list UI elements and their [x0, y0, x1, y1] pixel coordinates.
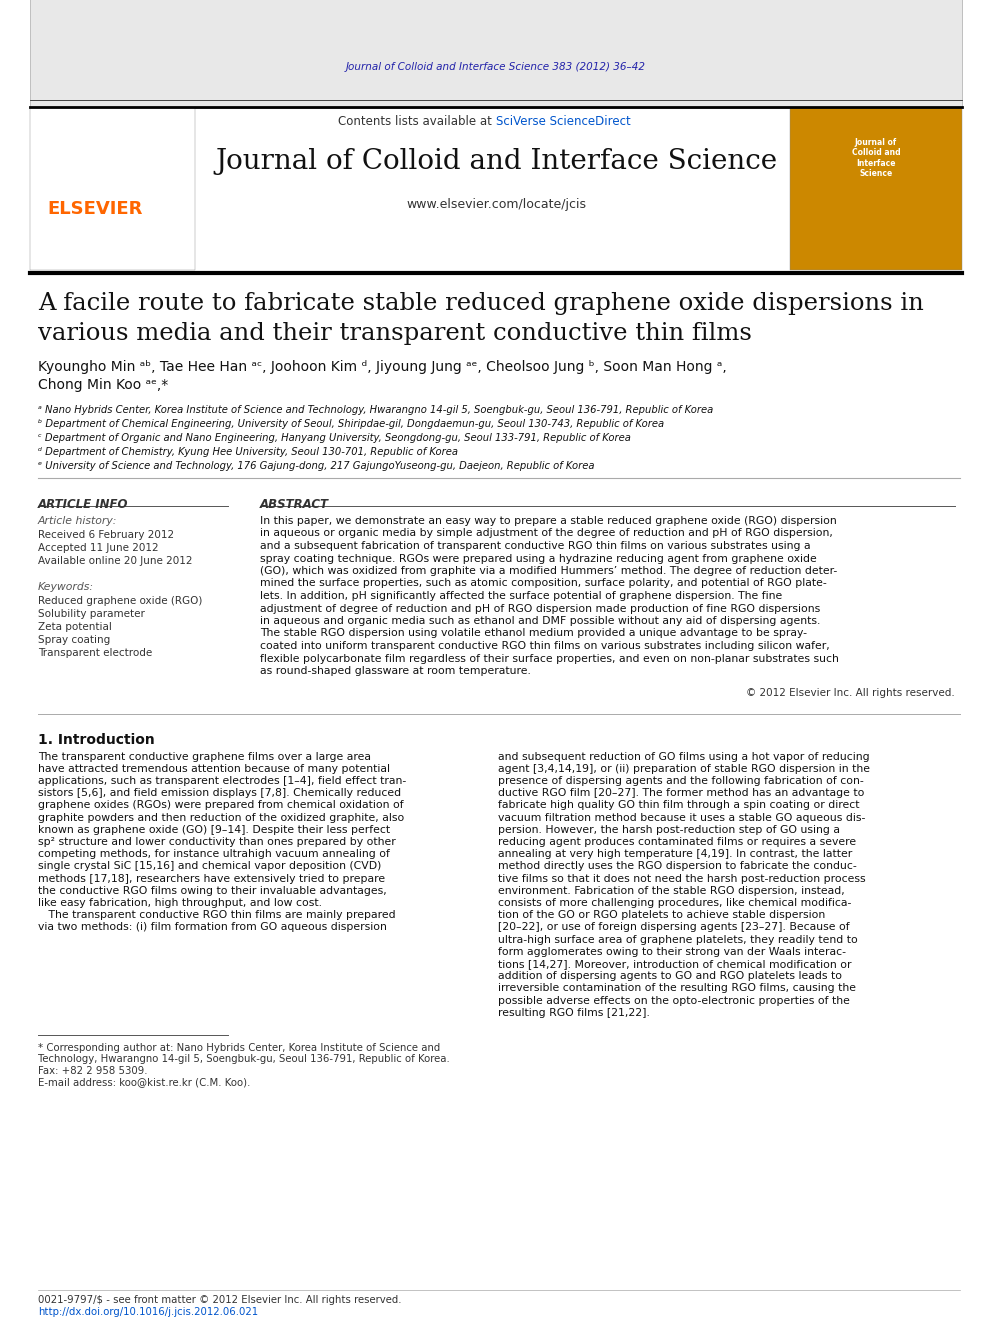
Bar [30, 0, 962, 108]
Text: spray coating technique. RGOs were prepared using a hydrazine reducing agent fro: spray coating technique. RGOs were prepa… [260, 553, 816, 564]
Text: © 2012 Elsevier Inc. All rights reserved.: © 2012 Elsevier Inc. All rights reserved… [746, 688, 955, 699]
Text: annealing at very high temperature [4,19]. In contrast, the latter: annealing at very high temperature [4,19… [498, 849, 852, 859]
Text: Reduced graphene oxide (RGO): Reduced graphene oxide (RGO) [38, 595, 202, 606]
Text: applications, such as transparent electrodes [1–4], field effect tran-: applications, such as transparent electr… [38, 775, 407, 786]
Text: ᵇ Department of Chemical Engineering, University of Seoul, Shiripdae-gil, Dongda: ᵇ Department of Chemical Engineering, Un… [38, 419, 664, 429]
Text: and a subsequent fabrication of transparent conductive RGO thin films on various: and a subsequent fabrication of transpar… [260, 541, 810, 550]
Text: In this paper, we demonstrate an easy way to prepare a stable reduced graphene o: In this paper, we demonstrate an easy wa… [260, 516, 836, 527]
Text: vacuum filtration method because it uses a stable GO aqueous dis-: vacuum filtration method because it uses… [498, 812, 865, 823]
Text: tions [14,27]. Moreover, introduction of chemical modification or: tions [14,27]. Moreover, introduction of… [498, 959, 851, 968]
Text: Solubility parameter: Solubility parameter [38, 609, 145, 619]
Text: adjustment of degree of reduction and pH of RGO dispersion made production of fi: adjustment of degree of reduction and pH… [260, 603, 820, 614]
Bar [790, 108, 962, 270]
Text: various media and their transparent conductive thin films: various media and their transparent cond… [38, 321, 752, 345]
Text: coated into uniform transparent conductive RGO thin films on various substrates : coated into uniform transparent conducti… [260, 642, 829, 651]
Text: single crystal SiC [15,16] and chemical vapor deposition (CVD): single crystal SiC [15,16] and chemical … [38, 861, 381, 872]
Text: addition of dispersing agents to GO and RGO platelets leads to: addition of dispersing agents to GO and … [498, 971, 842, 982]
Text: Keywords:: Keywords: [38, 582, 94, 591]
Text: agent [3,4,14,19], or (ii) preparation of stable RGO dispersion in the: agent [3,4,14,19], or (ii) preparation o… [498, 763, 870, 774]
Text: Kyoungho Min ᵃᵇ, Tae Hee Han ᵃᶜ, Joohoon Kim ᵈ, Jiyoung Jung ᵃᵉ, Cheolsoo Jung ᵇ: Kyoungho Min ᵃᵇ, Tae Hee Han ᵃᶜ, Joohoon… [38, 360, 727, 374]
Text: lets. In addition, pH significantly affected the surface potential of graphene d: lets. In addition, pH significantly affe… [260, 591, 783, 601]
Text: ultra-high surface area of graphene platelets, they readily tend to: ultra-high surface area of graphene plat… [498, 934, 858, 945]
Text: presence of dispersing agents and the following fabrication of con-: presence of dispersing agents and the fo… [498, 775, 864, 786]
Text: methods [17,18], researchers have extensively tried to prepare: methods [17,18], researchers have extens… [38, 873, 385, 884]
Text: Received 6 February 2012: Received 6 February 2012 [38, 531, 175, 540]
Text: in aqueous or organic media by simple adjustment of the degree of reduction and : in aqueous or organic media by simple ad… [260, 528, 833, 538]
Text: environment. Fabrication of the stable RGO dispersion, instead,: environment. Fabrication of the stable R… [498, 885, 845, 896]
Text: the conductive RGO films owing to their invaluable advantages,: the conductive RGO films owing to their … [38, 885, 387, 896]
Text: Technology, Hwarangno 14-gil 5, Soengbuk-gu, Seoul 136-791, Republic of Korea.: Technology, Hwarangno 14-gil 5, Soengbuk… [38, 1054, 449, 1065]
Text: resulting RGO films [21,22].: resulting RGO films [21,22]. [498, 1008, 650, 1017]
Text: via two methods: (i) film formation from GO aqueous dispersion: via two methods: (i) film formation from… [38, 922, 387, 933]
Text: Available online 20 June 2012: Available online 20 June 2012 [38, 556, 192, 566]
Text: have attracted tremendous attention because of many potential: have attracted tremendous attention beca… [38, 763, 390, 774]
Text: [20–22], or use of foreign dispersing agents [23–27]. Because of: [20–22], or use of foreign dispersing ag… [498, 922, 849, 933]
Text: mined the surface properties, such as atomic composition, surface polarity, and : mined the surface properties, such as at… [260, 578, 826, 589]
Text: method directly uses the RGO dispersion to fabricate the conduc-: method directly uses the RGO dispersion … [498, 861, 857, 872]
Text: ᵉ University of Science and Technology, 176 Gajung-dong, 217 GajungoYuseong-gu, : ᵉ University of Science and Technology, … [38, 460, 594, 471]
Text: 1. Introduction: 1. Introduction [38, 733, 155, 747]
Text: sp² structure and lower conductivity than ones prepared by other: sp² structure and lower conductivity tha… [38, 837, 396, 847]
Text: Journal of Colloid and Interface Science 383 (2012) 36–42: Journal of Colloid and Interface Science… [346, 62, 646, 71]
Text: Article history:: Article history: [38, 516, 117, 527]
Text: 0021-9797/$ - see front matter © 2012 Elsevier Inc. All rights reserved.: 0021-9797/$ - see front matter © 2012 El… [38, 1295, 402, 1304]
Text: reducing agent produces contaminated films or requires a severe: reducing agent produces contaminated fil… [498, 837, 856, 847]
Text: as round-shaped glassware at room temperature.: as round-shaped glassware at room temper… [260, 665, 531, 676]
Text: possible adverse effects on the opto-electronic properties of the: possible adverse effects on the opto-ele… [498, 995, 850, 1005]
Text: tive films so that it does not need the harsh post-reduction process: tive films so that it does not need the … [498, 873, 866, 884]
Text: Zeta potential: Zeta potential [38, 622, 112, 632]
Text: fabricate high quality GO thin film through a spin coating or direct: fabricate high quality GO thin film thro… [498, 800, 859, 810]
Text: form agglomerates owing to their strong van der Waals interac-: form agglomerates owing to their strong … [498, 947, 846, 957]
Text: known as graphene oxide (GO) [9–14]. Despite their less perfect: known as graphene oxide (GO) [9–14]. Des… [38, 824, 390, 835]
Text: Chong Min Koo ᵃᵉ,*: Chong Min Koo ᵃᵉ,* [38, 378, 169, 392]
Text: tion of the GO or RGO platelets to achieve stable dispersion: tion of the GO or RGO platelets to achie… [498, 910, 825, 919]
Text: E-mail address: koo@kist.re.kr (C.M. Koo).: E-mail address: koo@kist.re.kr (C.M. Koo… [38, 1077, 250, 1088]
Text: SciVerse ScienceDirect: SciVerse ScienceDirect [496, 115, 631, 128]
Text: ᵈ Department of Chemistry, Kyung Hee University, Seoul 130-701, Republic of Kore: ᵈ Department of Chemistry, Kyung Hee Uni… [38, 447, 458, 456]
Text: Contents lists available at: Contents lists available at [338, 115, 496, 128]
Text: and subsequent reduction of GO films using a hot vapor of reducing: and subsequent reduction of GO films usi… [498, 751, 870, 762]
Text: in aqueous and organic media such as ethanol and DMF possible without any aid of: in aqueous and organic media such as eth… [260, 617, 820, 626]
Text: ELSEVIER: ELSEVIER [48, 200, 143, 218]
Text: Journal of Colloid and Interface Science: Journal of Colloid and Interface Science [215, 148, 777, 175]
Text: The transparent conductive graphene films over a large area: The transparent conductive graphene film… [38, 751, 371, 762]
Text: sistors [5,6], and field emission displays [7,8]. Chemically reduced: sistors [5,6], and field emission displa… [38, 789, 401, 798]
Text: graphite powders and then reduction of the oxidized graphite, also: graphite powders and then reduction of t… [38, 812, 405, 823]
Text: A facile route to fabricate stable reduced graphene oxide dispersions in: A facile route to fabricate stable reduc… [38, 292, 924, 315]
Text: The stable RGO dispersion using volatile ethanol medium provided a unique advant: The stable RGO dispersion using volatile… [260, 628, 807, 639]
Text: Journal of
Colloid and
Interface
Science: Journal of Colloid and Interface Science [852, 138, 901, 179]
Bar [30, 108, 195, 270]
Text: like easy fabrication, high throughput, and low cost.: like easy fabrication, high throughput, … [38, 898, 322, 908]
Text: flexible polycarbonate film regardless of their surface properties, and even on : flexible polycarbonate film regardless o… [260, 654, 839, 664]
Text: ductive RGO film [20–27]. The former method has an advantage to: ductive RGO film [20–27]. The former met… [498, 789, 864, 798]
Text: ᵃ Nano Hybrids Center, Korea Institute of Science and Technology, Hwarangno 14-g: ᵃ Nano Hybrids Center, Korea Institute o… [38, 405, 713, 415]
Text: Transparent electrode: Transparent electrode [38, 648, 152, 658]
Text: (GO), which was oxidized from graphite via a modified Hummers’ method. The degre: (GO), which was oxidized from graphite v… [260, 566, 837, 576]
Text: * Corresponding author at: Nano Hybrids Center, Korea Institute of Science and: * Corresponding author at: Nano Hybrids … [38, 1043, 440, 1053]
Text: The transparent conductive RGO thin films are mainly prepared: The transparent conductive RGO thin film… [38, 910, 396, 919]
Text: Accepted 11 June 2012: Accepted 11 June 2012 [38, 542, 159, 553]
Text: Spray coating: Spray coating [38, 635, 110, 646]
Text: ᶜ Department of Organic and Nano Engineering, Hanyang University, Seongdong-gu, : ᶜ Department of Organic and Nano Enginee… [38, 433, 631, 443]
Text: irreversible contamination of the resulting RGO films, causing the: irreversible contamination of the result… [498, 983, 856, 994]
Text: Fax: +82 2 958 5309.: Fax: +82 2 958 5309. [38, 1066, 148, 1076]
Text: consists of more challenging procedures, like chemical modifica-: consists of more challenging procedures,… [498, 898, 851, 908]
Text: competing methods, for instance ultrahigh vacuum annealing of: competing methods, for instance ultrahig… [38, 849, 390, 859]
Text: ABSTRACT: ABSTRACT [260, 497, 329, 511]
Text: www.elsevier.com/locate/jcis: www.elsevier.com/locate/jcis [406, 198, 586, 210]
Text: graphene oxides (RGOs) were prepared from chemical oxidation of: graphene oxides (RGOs) were prepared fro… [38, 800, 404, 810]
Text: ARTICLE INFO: ARTICLE INFO [38, 497, 129, 511]
Text: persion. However, the harsh post-reduction step of GO using a: persion. However, the harsh post-reducti… [498, 824, 840, 835]
Text: http://dx.doi.org/10.1016/j.jcis.2012.06.021: http://dx.doi.org/10.1016/j.jcis.2012.06… [38, 1307, 258, 1316]
